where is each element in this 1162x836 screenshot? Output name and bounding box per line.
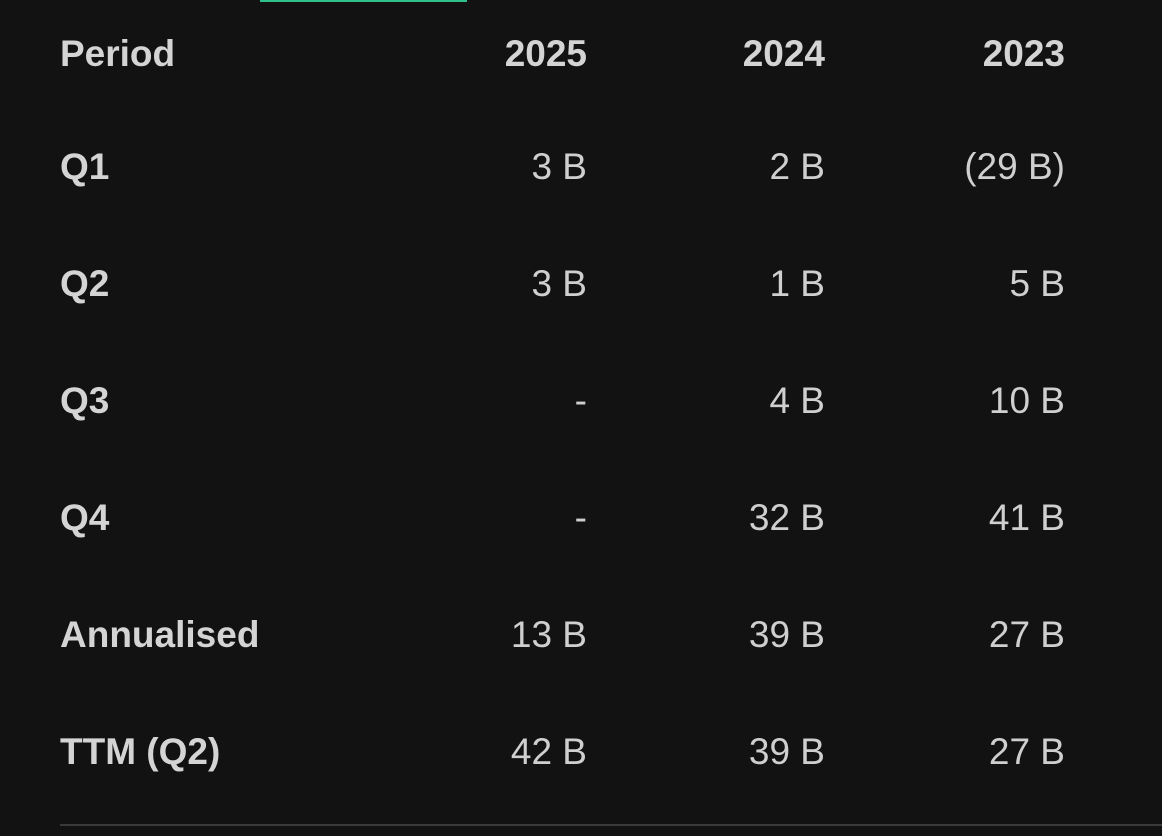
table-cell: 4 B	[769, 379, 825, 421]
table-cell: 2 B	[769, 145, 825, 187]
table-row: Q1 3 B 2 B (29 B)	[60, 108, 1065, 225]
table-cell: -	[574, 379, 587, 421]
table-row: Q2 3 B 1 B 5 B	[60, 225, 1065, 342]
column-header-period: Period	[60, 33, 176, 74]
table-cell: 27 B	[988, 730, 1065, 772]
financial-data-table: Period 2025 2024 2023 Q1 3 B 2 B (29 B) …	[60, 0, 1065, 810]
table-cell: 3 B	[531, 145, 587, 187]
column-header-year: 2025	[504, 33, 587, 74]
table-cell: 32 B	[748, 496, 825, 538]
table-row: Q3 - 4 B 10 B	[60, 342, 1065, 459]
table-row: TTM (Q2) 42 B 39 B 27 B	[60, 693, 1065, 810]
column-header-year: 2023	[982, 33, 1065, 74]
table-cell: -	[574, 496, 587, 538]
row-label: Q2	[60, 262, 110, 304]
table-row: Q4 - 32 B 41 B	[60, 459, 1065, 576]
table-cell: 39 B	[748, 613, 825, 655]
active-tab-indicator	[260, 0, 467, 2]
table-cell: 5 B	[1009, 262, 1065, 304]
table-cell: 42 B	[510, 730, 587, 772]
column-header-year: 2024	[742, 33, 825, 74]
row-label: TTM (Q2)	[60, 730, 221, 772]
table-cell: (29 B)	[964, 145, 1065, 187]
table-cell: 10 B	[988, 379, 1065, 421]
bottom-divider	[60, 824, 1162, 826]
row-label: Q3	[60, 379, 110, 421]
table-cell: 39 B	[748, 730, 825, 772]
table-row: Annualised 13 B 39 B 27 B	[60, 576, 1065, 693]
row-label: Q1	[60, 145, 110, 187]
table-header-row: Period 2025 2024 2023	[60, 0, 1065, 108]
table-cell: 41 B	[988, 496, 1065, 538]
table-cell: 13 B	[510, 613, 587, 655]
table-cell: 1 B	[769, 262, 825, 304]
row-label: Annualised	[60, 613, 260, 655]
row-label: Q4	[60, 496, 110, 538]
table-cell: 27 B	[988, 613, 1065, 655]
table-cell: 3 B	[531, 262, 587, 304]
